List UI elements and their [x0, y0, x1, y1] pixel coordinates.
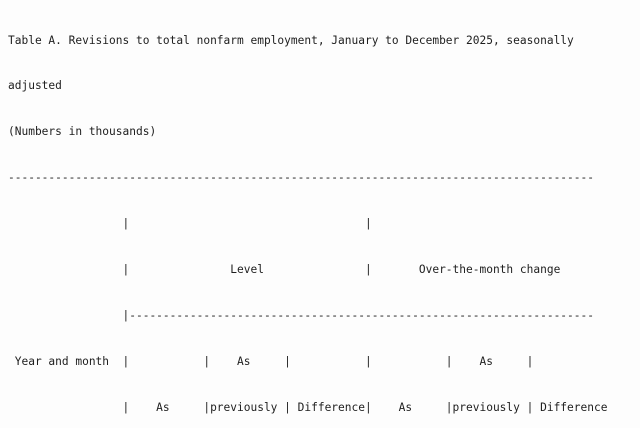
header-group-rule: |---------------------------------------… — [8, 308, 594, 322]
header-row-groups: | Level | Over-the-month change — [8, 263, 561, 277]
header-row-columns-2: | As |previously | Difference| As |previ… — [8, 400, 608, 414]
header-row-columns-1: Year and month | | As | | | As | — [8, 354, 534, 368]
table-title-line-1: Table A. Revisions to total nonfarm empl… — [8, 33, 574, 47]
horizontal-rule-top: ----------------------------------------… — [8, 171, 594, 185]
table-units-note: (Numbers in thousands) — [8, 125, 157, 139]
table-title-line-2: adjusted — [8, 79, 62, 93]
header-row-spacer: | | — [8, 217, 372, 231]
